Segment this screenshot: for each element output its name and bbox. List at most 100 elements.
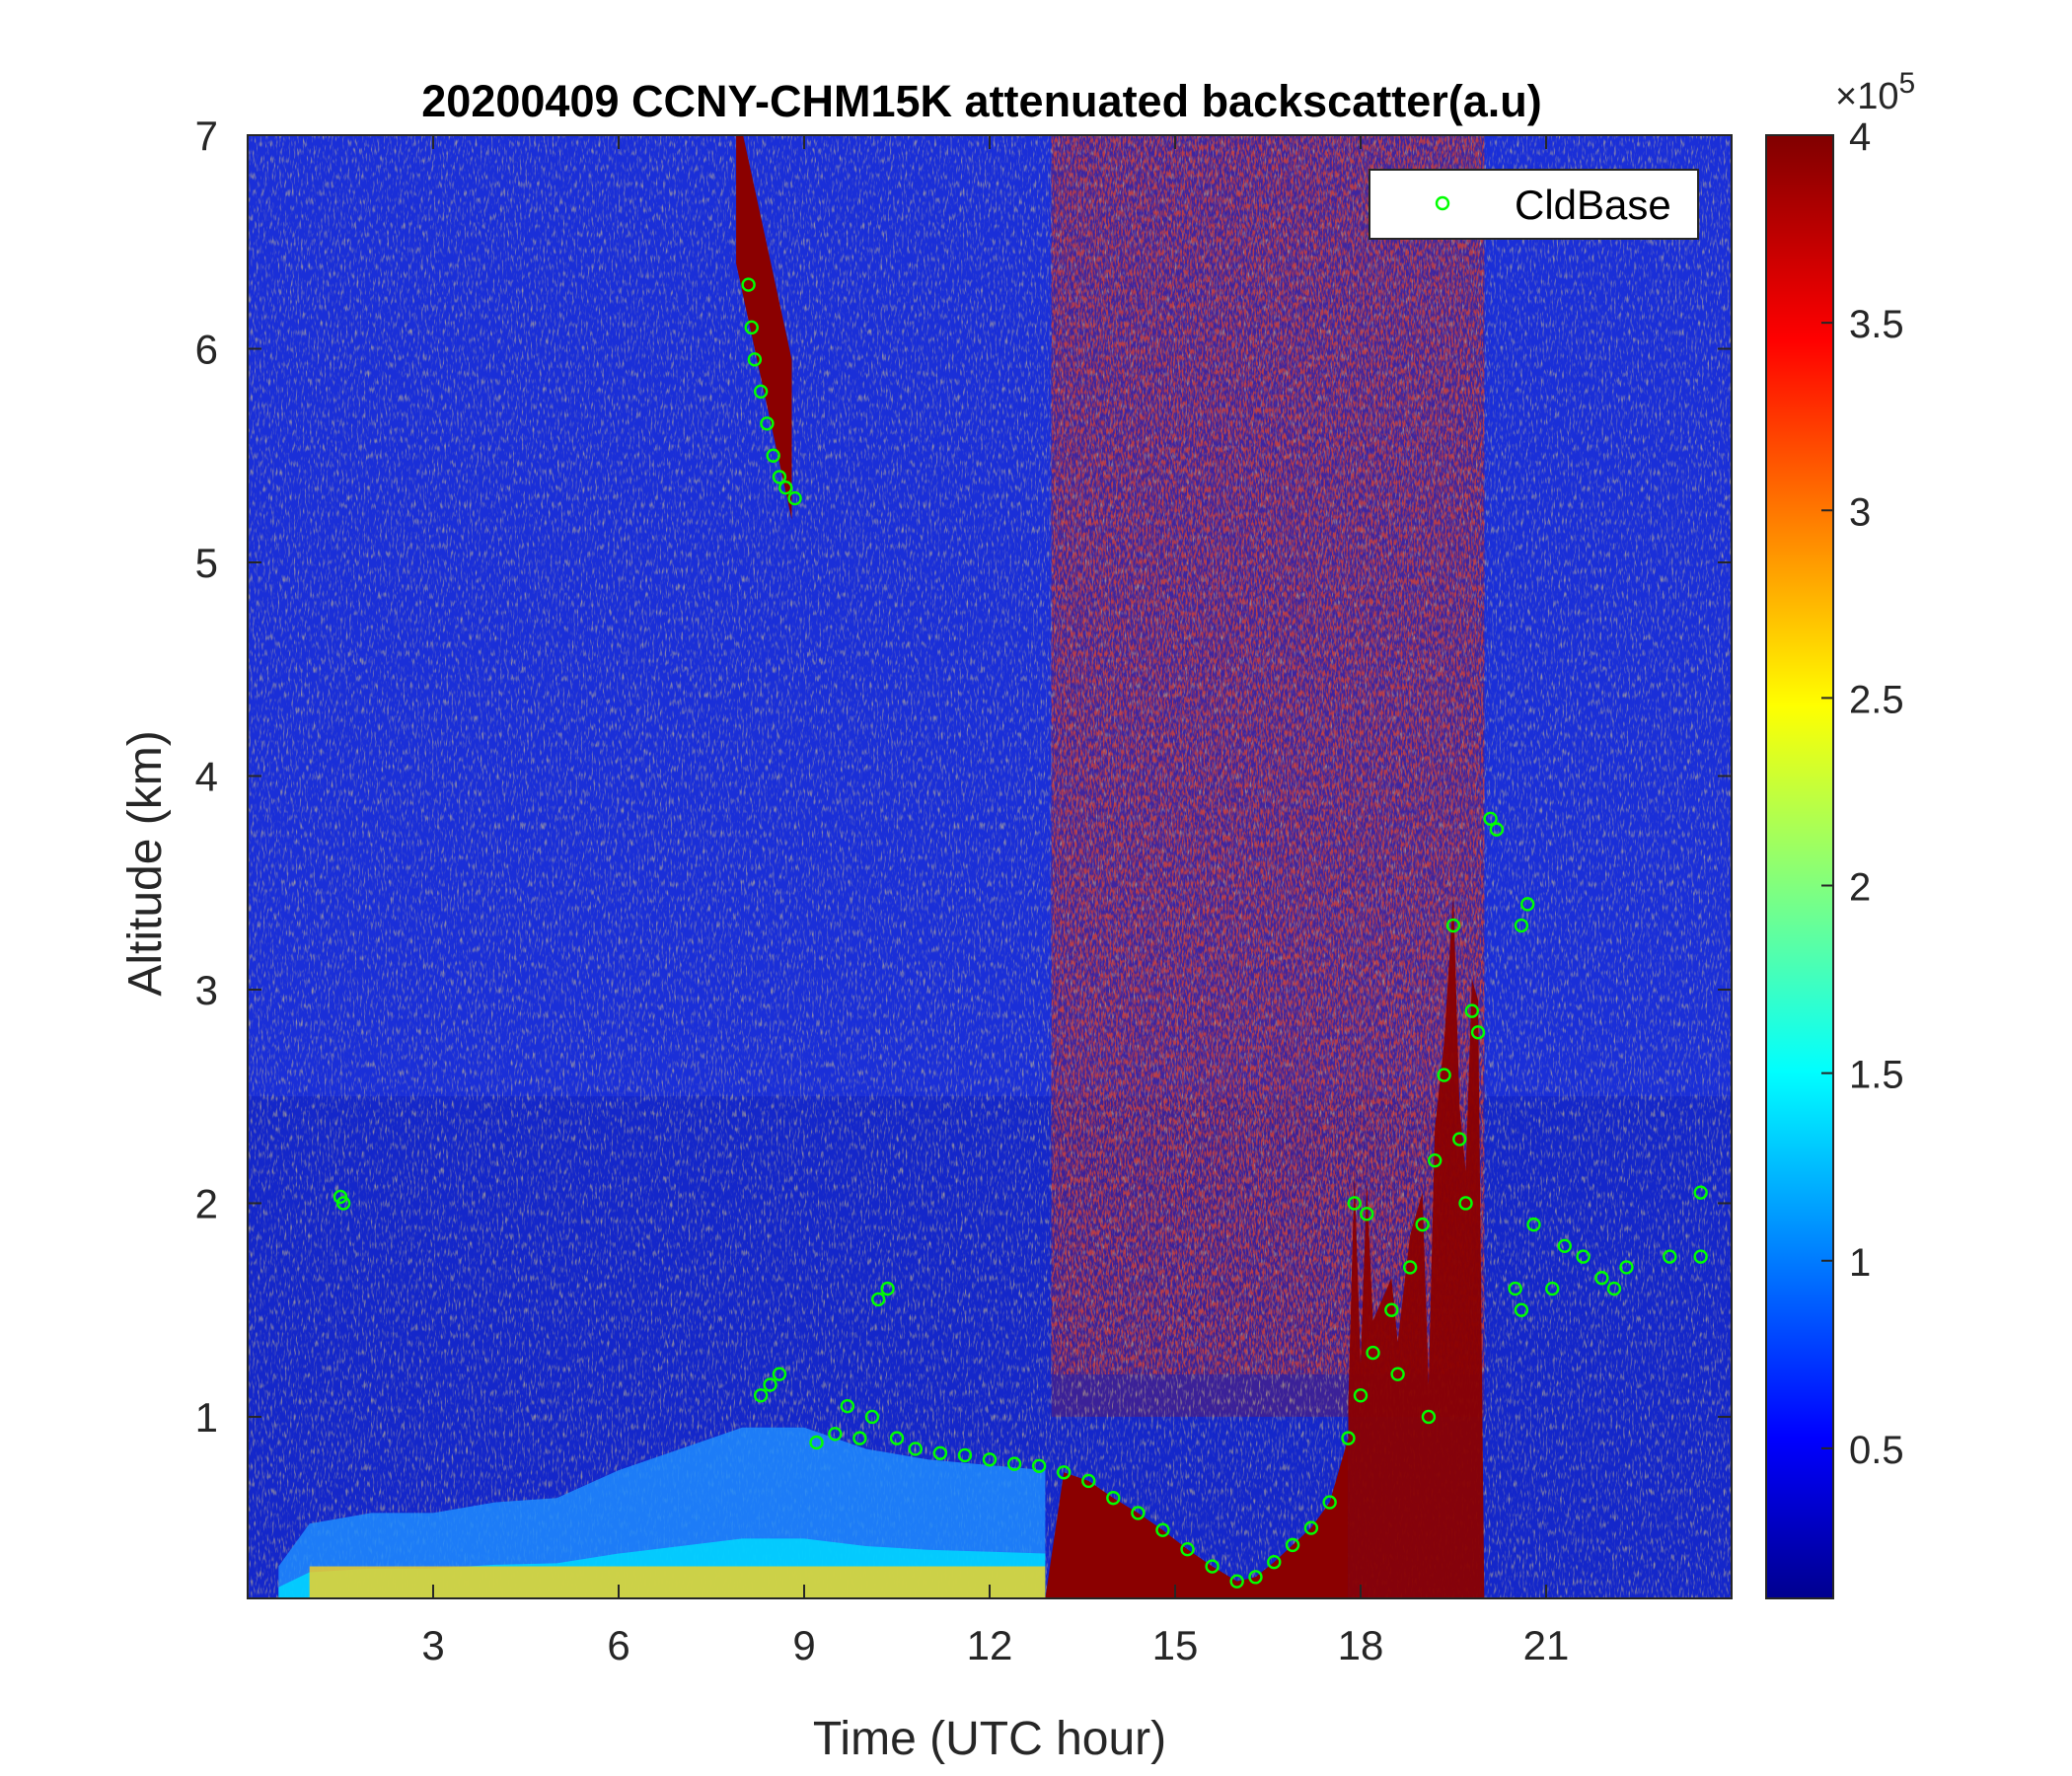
legend: CldBase [1369, 169, 1699, 240]
y-tick-label: 1 [195, 1394, 218, 1441]
colorbar-tick-label: 0.5 [1849, 1429, 1904, 1472]
cldbase-point [1031, 1458, 1047, 1473]
cldbase-point [760, 416, 775, 431]
cldbase-point [741, 277, 756, 292]
cldbase-point [908, 1442, 923, 1456]
cldbase-point [1056, 1465, 1072, 1480]
cldbase-point [1545, 1281, 1560, 1296]
y-axis-label: Altitude (km) [119, 730, 172, 996]
cldbase-point [1470, 1025, 1486, 1040]
cldbase-point [1594, 1271, 1609, 1286]
chart-title: 20200409 CCNY-CHM15K attenuated backscat… [421, 76, 1541, 126]
cldbase-point [1464, 1003, 1480, 1018]
colorbar-exponent: ×105 [1835, 67, 1915, 117]
x-tick-label: 18 [1338, 1622, 1384, 1668]
cldbase-point [1452, 1132, 1467, 1147]
cldbase-point [1155, 1522, 1170, 1537]
speckle-noise-red [1051, 135, 1485, 1374]
colorbar: 0.5 1 1.5 2 2.5 3 3.5 4 ×105 [1765, 67, 1915, 1599]
cldbase-point [1303, 1520, 1319, 1535]
colorbar-tick-label: 2.5 [1849, 678, 1904, 721]
y-axis: 1 2 3 4 5 6 7 [195, 112, 1732, 1441]
cldbase-point [1445, 918, 1461, 933]
cldbase-point [889, 1431, 905, 1445]
cldbase-point [335, 1196, 351, 1211]
cldbase-point [1081, 1473, 1096, 1489]
cldbase-point [1248, 1570, 1263, 1585]
cldbase-point [1526, 1217, 1541, 1232]
cldbase-point [1347, 1196, 1362, 1211]
cldbase-point [1514, 1302, 1529, 1317]
cldbase-point [1489, 822, 1505, 837]
cldbase-point [871, 1292, 886, 1307]
colorbar-gradient [1765, 134, 1834, 1599]
cldbase-point [1415, 1217, 1430, 1232]
cldbase-point [1693, 1185, 1708, 1200]
cldbase-point [1384, 1302, 1399, 1317]
cldbase-point [828, 1427, 843, 1442]
y-tick-label: 2 [195, 1180, 218, 1226]
x-tick-label: 21 [1523, 1622, 1570, 1668]
cldbase-point [1606, 1281, 1622, 1296]
cldbase-point [864, 1409, 880, 1425]
cldbase-point [753, 1388, 769, 1403]
cldbase-point [1576, 1249, 1591, 1264]
cldbase-point [1427, 1152, 1443, 1168]
cldbase-point [1458, 1196, 1473, 1211]
colorbar-tick-label: 3.5 [1849, 303, 1904, 346]
cldbase-point [1322, 1495, 1337, 1510]
colorbar-exponent-base: ×10 [1835, 76, 1898, 117]
cldbase-point [1619, 1260, 1634, 1275]
cirrus-cloud [736, 135, 792, 520]
cldbase-point [1519, 897, 1535, 912]
y-tick-label: 6 [195, 326, 218, 372]
cldbase-point [1366, 1345, 1380, 1361]
cldbase-point [982, 1452, 998, 1467]
colorbar-tick-label: 4 [1849, 115, 1871, 159]
cldbase-point [1437, 1068, 1451, 1082]
cldbase-point [1006, 1456, 1022, 1471]
aerosol-surface-peak [309, 1566, 1046, 1598]
cldbase-point [1180, 1542, 1195, 1557]
cldbase-point [1341, 1431, 1356, 1445]
legend-label-cldbase: CldBase [1515, 182, 1671, 228]
cldbase-point [809, 1435, 824, 1450]
cldbase-point [1131, 1506, 1146, 1520]
cldbase-point [744, 320, 759, 335]
colorbar-ticks: 0.5 1 1.5 2 2.5 3 3.5 4 [1821, 115, 1904, 1472]
cldbase-point [932, 1445, 948, 1460]
cldbase-point [852, 1431, 867, 1445]
cldbase-point [1421, 1409, 1437, 1425]
colorbar-exponent-power: 5 [1898, 67, 1915, 100]
cldbase-point [772, 470, 787, 484]
cldbase-point [1205, 1559, 1220, 1574]
cldbase-point [1557, 1238, 1573, 1253]
cldbase-point [747, 352, 763, 367]
cldbase-point [763, 1377, 777, 1392]
x-axis-label: Time (UTC hour) [813, 1713, 1166, 1765]
cldbase-point [1390, 1367, 1405, 1381]
cldbase-point [766, 448, 780, 463]
cldbase-point [1267, 1554, 1282, 1570]
y-tick-label: 4 [195, 753, 218, 799]
cldbase-point [1693, 1249, 1708, 1264]
colorbar-tick-label: 1.5 [1849, 1054, 1904, 1097]
cldbase-point [1106, 1491, 1121, 1506]
legend-marker-cldbase [1435, 195, 1450, 211]
colorbar-tick-label: 1 [1849, 1241, 1871, 1285]
cldbase-point [1353, 1388, 1369, 1403]
x-tick-label: 15 [1152, 1622, 1199, 1668]
y-tick-label: 5 [195, 540, 218, 586]
cldbase-point [1663, 1249, 1677, 1264]
cldbase-point [1229, 1574, 1244, 1589]
x-tick-label: 12 [967, 1622, 1013, 1668]
cldbase-point [1402, 1260, 1418, 1275]
cldbase-point [1285, 1537, 1300, 1553]
cldbase-point [787, 490, 802, 506]
y-tick-label: 7 [195, 112, 218, 159]
cldbase-point [880, 1281, 895, 1296]
y-tick-label: 3 [195, 967, 218, 1013]
cldbase-point [840, 1398, 855, 1414]
cldbase-point [1514, 918, 1529, 933]
